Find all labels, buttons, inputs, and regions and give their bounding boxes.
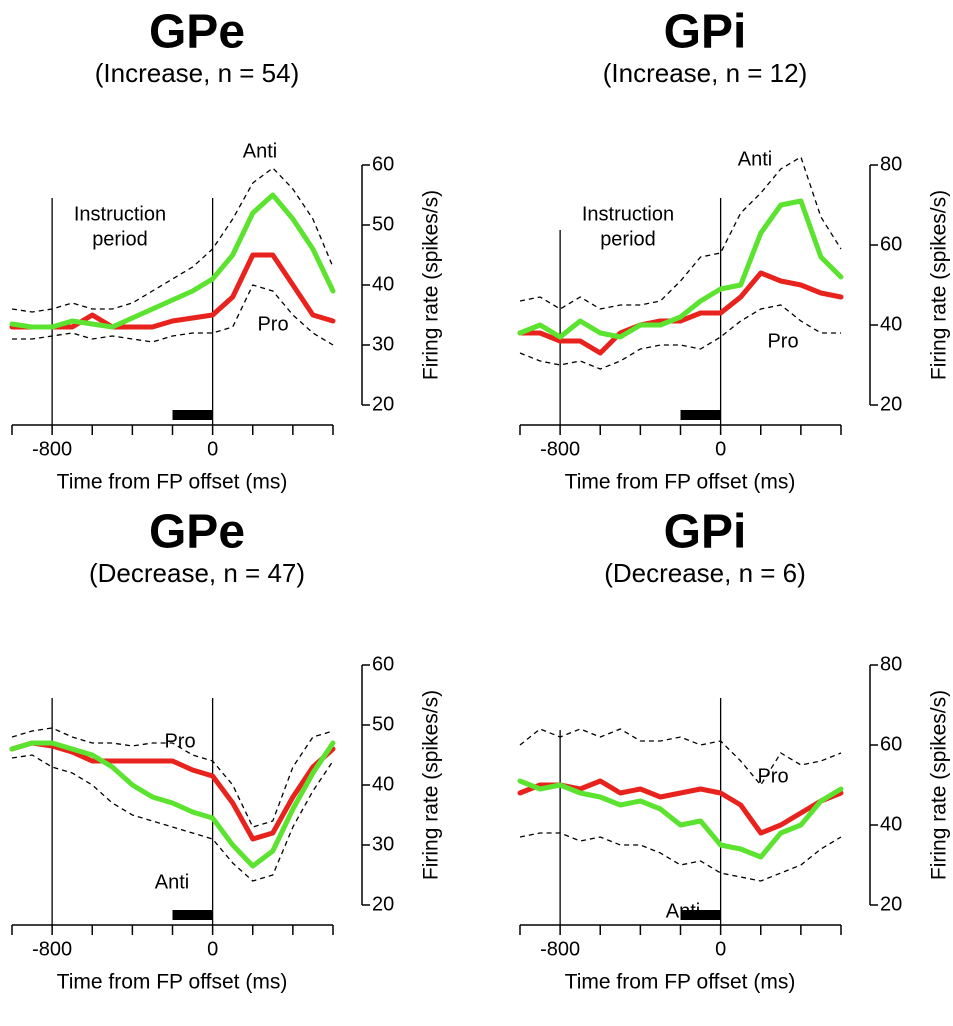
y-tick-label: 40 [372,273,394,295]
x-tick-label: -800 [32,938,72,960]
series-label: Anti [155,871,189,893]
series-line [9,740,336,842]
confidence-bound [11,727,334,828]
series-label: Anti [666,900,700,922]
y-tick-label: 60 [372,653,394,675]
x-axis-label: Time from FP offset (ms) [57,971,288,994]
series-line [9,192,336,330]
period-bar [172,410,213,420]
x-axis-label: Time from FP offset (ms) [565,971,796,994]
confidence-bound [519,832,842,882]
series-label: Anti [738,148,772,170]
x-tick-label: 0 [207,938,218,960]
y-tick-label: 50 [372,713,394,735]
confidence-bound [519,728,842,787]
x-tick-label: 0 [715,438,726,460]
series-line [517,270,844,356]
y-axis-label: Firing rate (spikes/s) [928,190,951,380]
panel-title: GPe [149,6,245,59]
series-line [517,778,844,860]
y-tick-label: 60 [880,733,902,755]
panel-title: GPi [664,506,747,559]
confidence-bound [11,754,334,882]
panel-subtitle: (Decrease, n = 47) [89,558,305,588]
y-tick-label: 80 [880,653,902,675]
y-axis-label: Firing rate (spikes/s) [420,690,443,880]
y-tick-label: 40 [880,813,902,835]
period-bar [680,410,721,420]
panel-title: GPi [664,6,747,59]
y-tick-label: 60 [880,233,902,255]
x-tick-label: -800 [540,938,580,960]
x-tick-label: 0 [207,438,218,460]
confidence-bound [519,156,842,310]
y-tick-label: 20 [880,393,902,415]
y-tick-label: 20 [372,393,394,415]
panel-subtitle: (Increase, n = 12) [603,58,808,88]
annotation: period [92,228,148,250]
period-bar [680,910,721,920]
y-tick-label: 80 [880,153,902,175]
y-tick-label: 20 [372,893,394,915]
panel-subtitle: (Decrease, n = 6) [604,558,806,588]
y-tick-label: 40 [372,773,394,795]
annotation: Instruction [582,203,674,225]
confidence-bound [12,284,334,346]
period-bar [172,910,213,920]
series-label: Pro [767,330,798,352]
y-axis-label: Firing rate (spikes/s) [420,190,443,380]
confidence-bound [519,304,841,370]
y-axis-label: Firing rate (spikes/s) [928,690,951,880]
y-tick-label: 60 [372,153,394,175]
panel-subtitle: (Increase, n = 54) [95,58,300,88]
series-label: Pro [257,313,288,335]
x-tick-label: -800 [540,438,580,460]
annotation: period [600,228,656,250]
series-label: Pro [164,730,195,752]
y-tick-label: 50 [372,213,394,235]
confidence-bound [11,167,334,313]
x-axis-label: Time from FP offset (ms) [565,471,796,494]
series-line [517,198,844,340]
x-tick-label: -800 [32,438,72,460]
x-tick-label: 0 [715,938,726,960]
annotation: Instruction [74,203,166,225]
y-tick-label: 30 [372,833,394,855]
y-tick-label: 20 [880,893,902,915]
series-label: Pro [757,765,788,787]
y-tick-label: 30 [372,333,394,355]
x-axis-label: Time from FP offset (ms) [57,471,288,494]
series-line [9,252,336,330]
series-label: Anti [243,140,277,162]
panel-title: GPe [149,506,245,559]
series-line [9,740,336,869]
y-tick-label: 40 [880,313,902,335]
